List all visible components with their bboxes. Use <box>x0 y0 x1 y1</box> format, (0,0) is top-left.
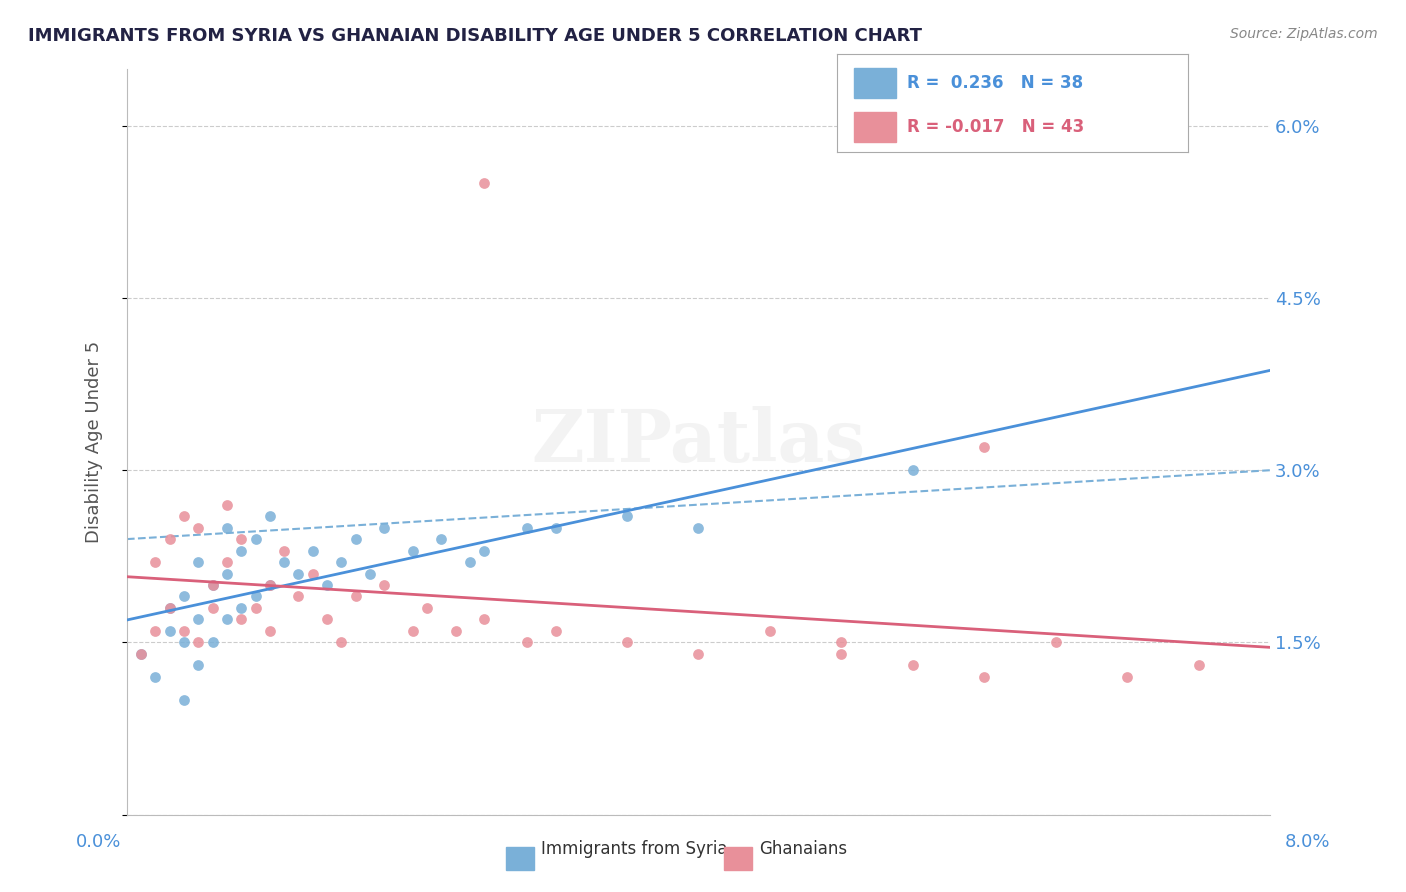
Point <box>159 624 181 638</box>
Point <box>830 635 852 649</box>
Point <box>245 532 267 546</box>
Point <box>1187 658 1209 673</box>
Point <box>187 612 209 626</box>
Point <box>231 543 253 558</box>
Point <box>259 624 281 638</box>
Point <box>145 624 167 638</box>
Point <box>344 532 367 546</box>
Point <box>145 555 167 569</box>
Point <box>472 612 495 626</box>
Point <box>287 566 309 581</box>
Point <box>215 498 238 512</box>
Point <box>215 612 238 626</box>
Point <box>173 624 195 638</box>
Point <box>231 601 253 615</box>
Text: Source: ZipAtlas.com: Source: ZipAtlas.com <box>1230 27 1378 41</box>
Point <box>159 601 181 615</box>
Point <box>373 521 395 535</box>
Point <box>973 670 995 684</box>
Point <box>259 578 281 592</box>
Point <box>215 555 238 569</box>
Point <box>231 532 253 546</box>
Point <box>901 658 924 673</box>
Point <box>616 635 638 649</box>
Point <box>402 543 425 558</box>
Point <box>316 578 339 592</box>
Point <box>187 635 209 649</box>
Point <box>215 521 238 535</box>
Point <box>187 521 209 535</box>
Point <box>616 509 638 524</box>
Point <box>201 578 224 592</box>
Point <box>330 555 353 569</box>
Point <box>402 624 425 638</box>
Text: IMMIGRANTS FROM SYRIA VS GHANAIAN DISABILITY AGE UNDER 5 CORRELATION CHART: IMMIGRANTS FROM SYRIA VS GHANAIAN DISABI… <box>28 27 922 45</box>
Point <box>129 647 152 661</box>
Point <box>901 463 924 477</box>
Point <box>245 601 267 615</box>
Point <box>973 440 995 454</box>
Point <box>359 566 381 581</box>
Point <box>472 543 495 558</box>
Point <box>245 590 267 604</box>
Point <box>430 532 453 546</box>
Point <box>173 509 195 524</box>
Point <box>273 543 295 558</box>
Text: Ghanaians: Ghanaians <box>759 840 848 858</box>
Point <box>1045 635 1067 649</box>
Point <box>259 578 281 592</box>
Point <box>472 176 495 190</box>
Text: 0.0%: 0.0% <box>76 833 121 851</box>
Point <box>129 647 152 661</box>
Text: R = -0.017   N = 43: R = -0.017 N = 43 <box>907 118 1084 136</box>
Point <box>159 532 181 546</box>
Text: Immigrants from Syria: Immigrants from Syria <box>541 840 728 858</box>
Point <box>231 612 253 626</box>
Point <box>544 624 567 638</box>
Point <box>830 647 852 661</box>
Point <box>316 612 339 626</box>
Point <box>344 590 367 604</box>
Point <box>145 670 167 684</box>
Point <box>259 509 281 524</box>
Point <box>201 635 224 649</box>
Point <box>688 521 710 535</box>
Point <box>330 635 353 649</box>
Bar <box>855 112 897 142</box>
Text: ZIPatlas: ZIPatlas <box>531 406 866 477</box>
Point <box>444 624 467 638</box>
Bar <box>855 69 897 98</box>
Point <box>516 635 538 649</box>
Point <box>287 590 309 604</box>
Point <box>173 590 195 604</box>
Point <box>201 578 224 592</box>
Point <box>759 624 782 638</box>
Point <box>688 647 710 661</box>
Point <box>544 521 567 535</box>
Point <box>373 578 395 592</box>
Y-axis label: Disability Age Under 5: Disability Age Under 5 <box>86 341 103 542</box>
Point <box>273 555 295 569</box>
Point <box>215 566 238 581</box>
Point <box>1116 670 1139 684</box>
Point <box>187 555 209 569</box>
Point <box>301 543 323 558</box>
Point <box>301 566 323 581</box>
Point <box>516 521 538 535</box>
Text: 8.0%: 8.0% <box>1285 833 1330 851</box>
Point <box>173 635 195 649</box>
Point <box>159 601 181 615</box>
Point <box>173 693 195 707</box>
Point <box>187 658 209 673</box>
Point <box>201 601 224 615</box>
Text: R =  0.236   N = 38: R = 0.236 N = 38 <box>907 74 1083 92</box>
Point <box>458 555 481 569</box>
Point <box>416 601 439 615</box>
